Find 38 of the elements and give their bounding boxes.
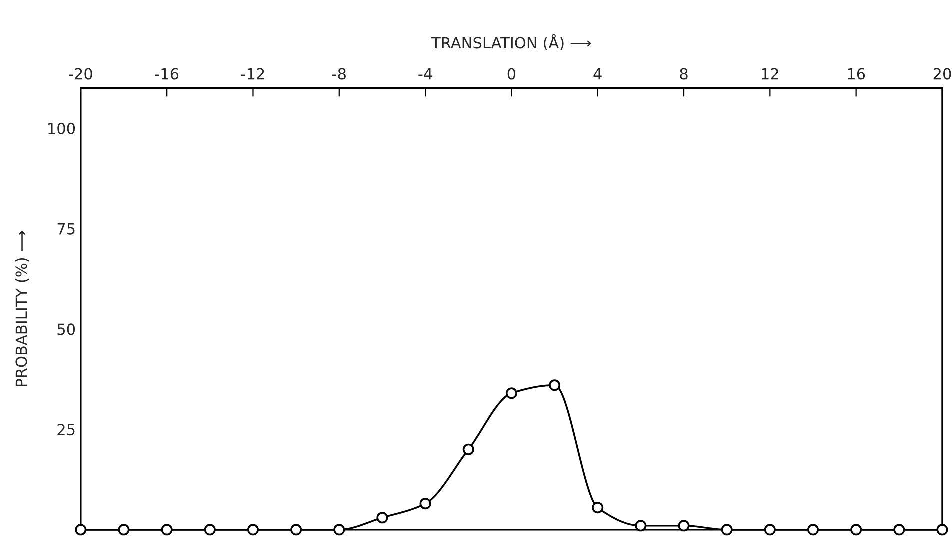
point xyxy=(592,502,604,514)
x-tick-label: 8 xyxy=(680,68,688,80)
point xyxy=(247,524,259,536)
x-tick-label: -4 xyxy=(418,68,432,80)
x-tick-label: -12 xyxy=(242,68,264,80)
point xyxy=(678,520,690,532)
y-tick-label: 75 xyxy=(58,223,75,235)
y-tick-label: 25 xyxy=(58,424,75,436)
x-axis-title: TRANSLATION (Å) ⟶ xyxy=(431,34,592,51)
x-tick-label: 12 xyxy=(762,68,778,80)
point xyxy=(161,524,173,536)
point xyxy=(850,524,862,536)
point xyxy=(807,524,820,536)
point xyxy=(118,524,130,536)
x-tick-label: -20 xyxy=(69,68,92,80)
point xyxy=(894,524,906,536)
y-tick-label: 50 xyxy=(58,324,76,336)
point xyxy=(420,498,432,510)
point xyxy=(376,512,388,524)
point xyxy=(936,524,948,536)
x-tick-label: -8 xyxy=(332,68,346,80)
x-tick-label: -16 xyxy=(155,68,179,80)
point xyxy=(506,388,518,400)
x-tick-label: 4 xyxy=(594,68,602,80)
point xyxy=(334,524,346,536)
point xyxy=(549,380,561,392)
x-tick-label: 0 xyxy=(508,68,516,80)
y-tick-label: 100 xyxy=(48,122,76,134)
point xyxy=(462,444,474,456)
point xyxy=(721,524,733,536)
point xyxy=(204,524,216,536)
point xyxy=(764,524,776,536)
y-axis-title: PROBABILITY (%) ⟶ xyxy=(15,231,30,386)
point xyxy=(75,524,87,536)
x-tick-label: 20 xyxy=(934,68,952,80)
point xyxy=(290,524,302,536)
x-tick-label: 16 xyxy=(848,68,866,80)
point xyxy=(635,520,647,532)
